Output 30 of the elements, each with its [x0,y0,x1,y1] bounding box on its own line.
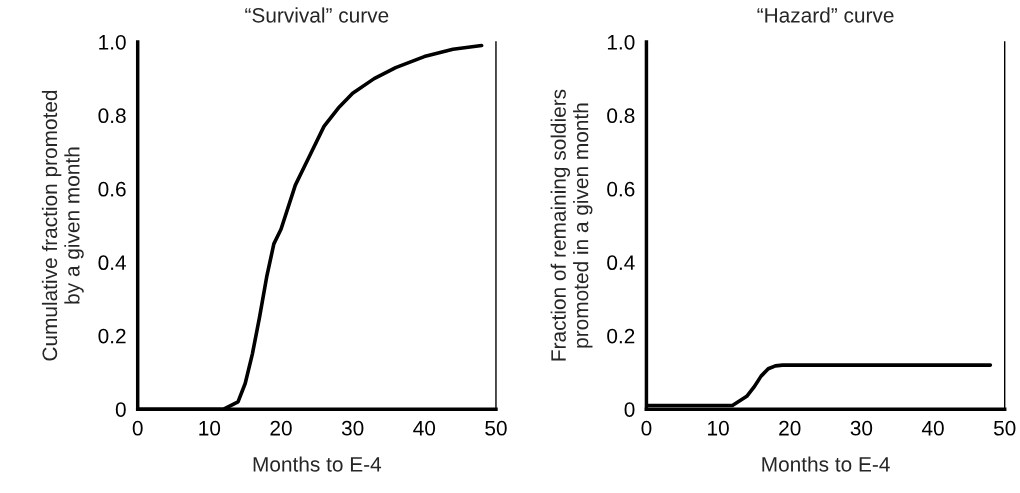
y-tick-label: 0.4 [607,255,635,271]
chart-title: “Hazard” curve [757,7,894,23]
x-tick-label: 50 [993,420,1016,436]
y-tick-label: 1.0 [607,34,635,50]
x-axis-title: Months to E-4 [762,456,890,472]
y-tick-label: 0.6 [98,181,126,197]
x-tick-label: 30 [850,420,873,436]
y-tick-label: 1.0 [99,34,126,50]
y-tick-label: 0.4 [98,255,126,271]
chart-title: “Survival” curve [245,7,389,23]
y-tick-label: 0.2 [607,328,635,344]
y-axis-title: Cumulative fraction promoted by a given month [41,90,84,361]
x-tick-label: 10 [199,420,221,436]
y-tick-label: 0.2 [98,328,126,344]
x-tick-label: 50 [485,420,507,436]
x-tick-label: 40 [413,420,436,436]
x-tick-label: 20 [779,420,801,436]
y-tick-label: 0.6 [607,181,635,197]
x-tick-label: 10 [708,420,729,436]
x-tick-label: 30 [341,420,364,436]
y-tick-label: 0 [115,402,126,417]
y-tick-label: 0.8 [607,108,635,124]
x-tick-label: 0 [132,420,143,436]
x-tick-label: 40 [921,420,944,436]
x-axis-title: Months to E-4 [253,456,382,472]
y-tick-label: 0 [624,402,635,417]
x-tick-label: 0 [641,420,652,436]
y-axis-title: Fraction of remaining soldiers promoted in a given month [550,89,593,361]
x-tick-label: 20 [270,420,292,436]
y-tick-label: 0.8 [98,108,126,124]
